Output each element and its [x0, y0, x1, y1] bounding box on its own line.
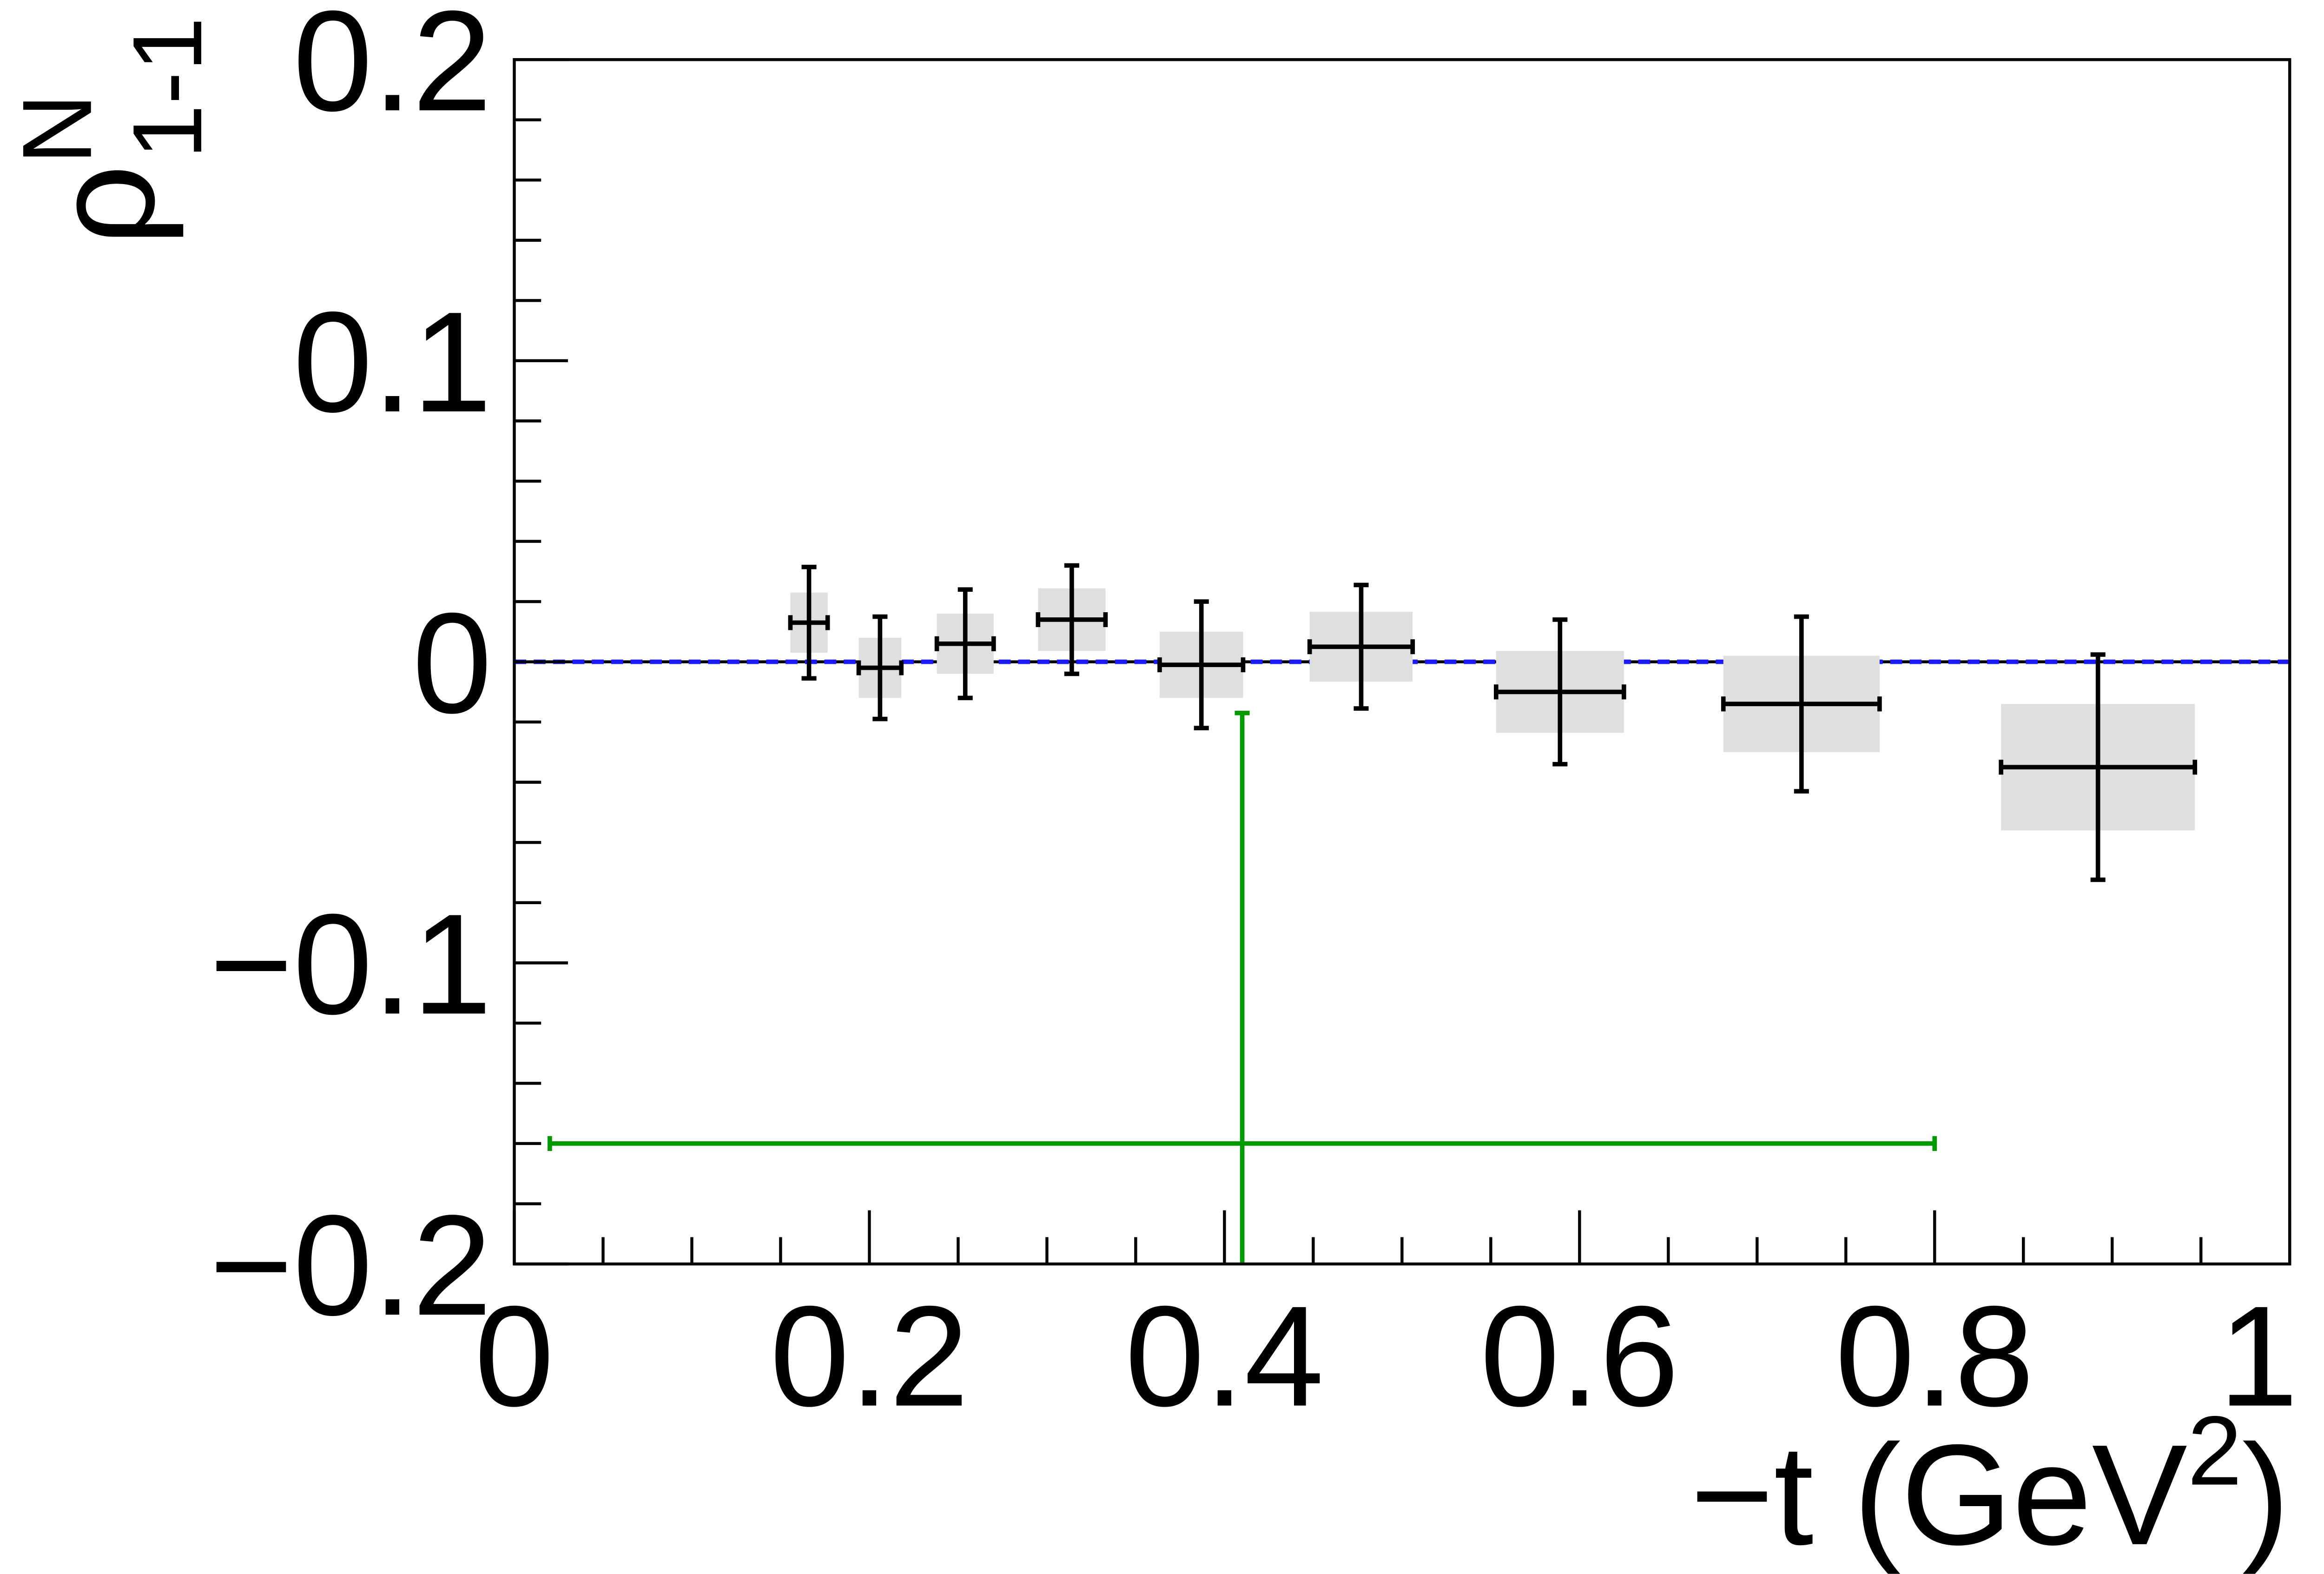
x-label-suffix: ) [2242, 1415, 2290, 1574]
x-tick-label: 0.4 [1125, 1276, 1324, 1436]
plot-area [548, 563, 2198, 1264]
x-tick-label: 0 [475, 1276, 554, 1436]
x-axis-label: −t (GeV2) [1690, 1395, 2290, 1574]
x-label-superscript: 2 [2187, 1395, 2242, 1506]
y-label-symbol: ρ [24, 165, 185, 246]
y-label-subscript: 1-1 [112, 17, 222, 159]
y-tick-label: 0.1 [293, 282, 492, 442]
x-label-text: −t (GeV [1690, 1415, 2188, 1574]
x-tick-label: 0.2 [770, 1276, 969, 1436]
y-tick-label: −0.2 [210, 1185, 492, 1345]
x-tick-label: 1 [2218, 1276, 2298, 1436]
x-tick-label: 0.8 [1835, 1276, 2034, 1436]
x-tick-label: 0.6 [1480, 1276, 1679, 1436]
y-axis-label: ρN1-1 [2, 17, 222, 246]
y-tick-label: 0 [412, 583, 492, 743]
y-label-superscript: N [2, 93, 112, 165]
y-tick-label: −0.1 [210, 884, 492, 1044]
y-tick-label: 0.2 [293, 0, 492, 141]
plot-frame [513, 58, 2291, 1266]
